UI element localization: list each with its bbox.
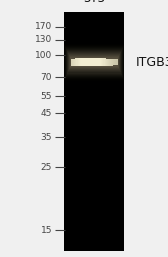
Bar [87,58,89,66]
Bar [102,58,104,66]
Bar [113,59,114,66]
Text: 15: 15 [41,225,52,235]
Bar [114,59,116,66]
Bar [103,58,105,66]
Bar [99,58,100,66]
Bar [70,56,119,68]
Bar [64,12,124,251]
Text: 100: 100 [35,51,52,60]
Bar [79,58,80,66]
Bar [96,58,98,66]
Text: 35: 35 [41,133,52,142]
Bar [112,59,113,66]
Bar [74,59,76,66]
Bar [100,58,101,66]
Bar [81,58,83,66]
Bar [108,59,110,66]
Bar [89,58,91,66]
Bar [106,59,107,66]
Text: 55: 55 [41,92,52,101]
Bar [111,59,112,66]
Bar [101,58,103,66]
Bar [91,58,92,66]
Text: 130: 130 [35,35,52,44]
Bar [67,51,121,74]
Bar [83,58,85,66]
Bar [63,43,125,82]
Text: 45: 45 [41,108,52,118]
Bar [116,59,118,65]
Bar [66,48,123,77]
Bar [66,49,122,76]
Text: 70: 70 [41,72,52,82]
Text: 3T3: 3T3 [83,0,105,5]
Bar [75,59,77,66]
Bar [69,55,119,69]
Bar [107,59,109,66]
Text: 170: 170 [35,22,52,32]
Bar [64,45,124,80]
Bar [76,58,78,66]
Bar [78,58,79,66]
Bar [88,58,90,66]
Bar [68,53,120,71]
Bar [65,47,123,78]
Bar [70,57,118,67]
Bar [105,59,106,66]
Bar [86,58,87,66]
Text: ITGB3: ITGB3 [136,56,168,69]
Bar [95,58,97,66]
Bar [98,58,99,66]
Bar [109,59,111,66]
Text: 25: 25 [41,162,52,172]
Bar [82,58,84,66]
Bar [65,46,124,79]
Bar [85,58,86,66]
Bar [115,59,117,65]
Bar [73,59,74,66]
Bar [64,44,125,81]
Bar [93,58,94,66]
Bar [94,58,96,66]
Bar [67,50,122,75]
Bar [68,52,121,72]
Bar [69,54,120,70]
Bar [71,59,72,66]
Bar [92,58,93,66]
Bar [72,59,73,66]
Bar [80,58,81,66]
